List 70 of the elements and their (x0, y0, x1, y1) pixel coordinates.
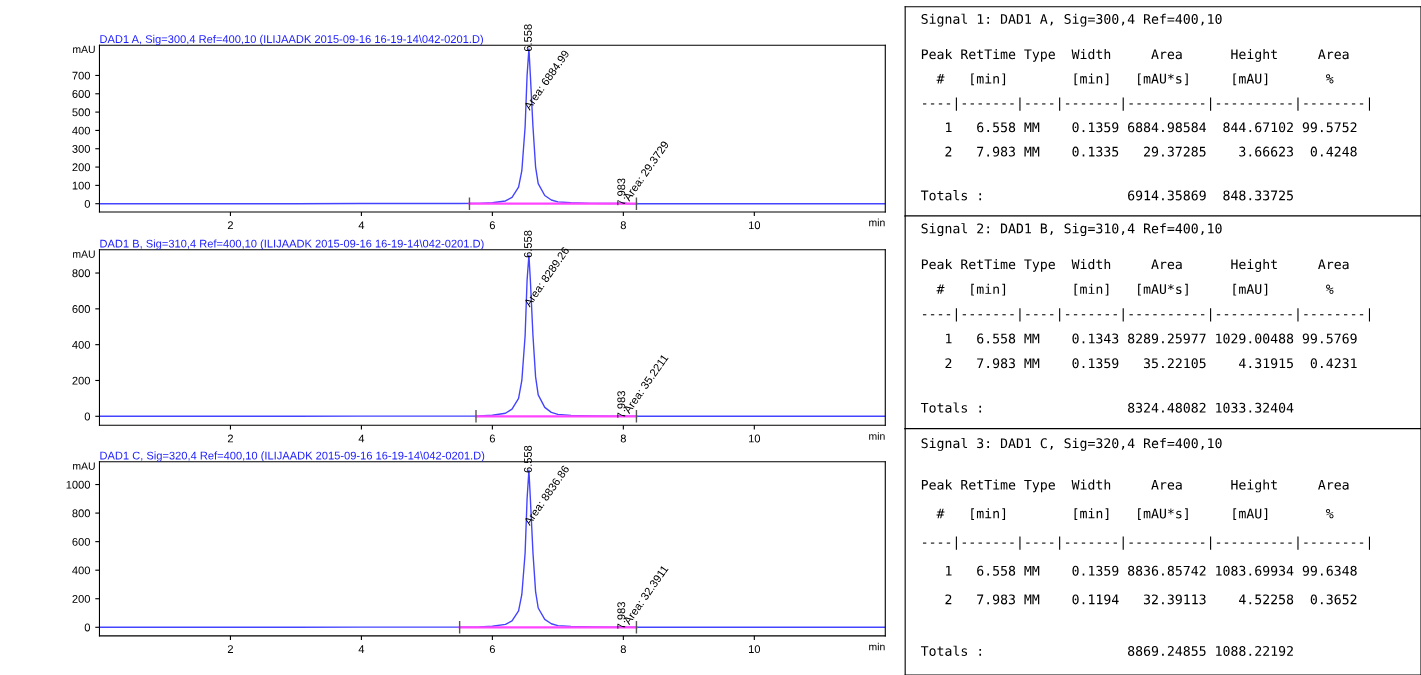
y-tick-label: 700 (72, 71, 91, 80)
annotation: 7.983 (617, 602, 626, 629)
text: Peak RetTime Type Width Area Height Area (921, 259, 1349, 272)
y-tick-label: 100 (72, 181, 91, 190)
text: Peak RetTime Type Width Area Height Area (921, 48, 1349, 62)
y-tick-label: 800 (72, 509, 91, 518)
text: Signal 1: DAD1 A, Sig=300,4 Ref=400,10 (921, 13, 1222, 27)
annotation: 6.558 (524, 445, 532, 473)
text: Totals : 6914.35869 848.33725 (920, 190, 1293, 201)
chart-title: DAD1 B, Sig=310,4 Ref=400,10 (ILIJAADK 2015-09-16 16-19-14\042-0201.D) (100, 239, 484, 250)
y-tick-label: 500 (72, 108, 91, 117)
x-tick-label: 4 (358, 221, 365, 230)
text: Signal 2: DAD1 B, Sig=310,4 Ref=400,10 (921, 223, 1222, 237)
y-tick-label: 0 (84, 623, 91, 632)
y-tick-label: 600 (72, 305, 91, 313)
text: # [min] [min] [mAU*s] [mAU] % (936, 73, 1334, 86)
text: ----|-------|----|-------|----------|----------|--------| (922, 308, 1371, 322)
y-tick-label: 400 (72, 566, 91, 575)
y-tick-label: 200 (72, 595, 91, 603)
y-tick-label: 1000 (66, 480, 91, 489)
x-tick-label: 4 (358, 434, 365, 443)
text: Totals : 8324.48082 1033.32404 (920, 402, 1294, 413)
y-tick-label: 200 (72, 376, 91, 385)
x-tick-label: 2 (227, 221, 233, 230)
y-tick-label: 600 (72, 90, 91, 98)
text: 1 6.558 MM 0.1343 8289.25977 1029.00488 99.5769 (946, 333, 1357, 344)
text: # [min] [min] [mAU*s] [mAU] % (936, 508, 1334, 520)
y-axis-title: mAU (73, 45, 95, 54)
text: Signal 3: DAD1 C, Sig=320,4 Ref=400,10 (921, 437, 1222, 451)
x-tick-label: 10 (748, 434, 761, 443)
y-tick-label: 200 (72, 163, 91, 172)
x-tick-label: 8 (620, 221, 626, 230)
text: 1 6.558 MM 0.1359 8836.85742 1083.69934 99.6348 (946, 565, 1357, 576)
x-tick-label: 10 (748, 645, 761, 654)
text: 2 7.983 MM 0.1359 35.22105 4.31915 0.4231 (945, 358, 1357, 369)
x-tick-label: 8 (620, 434, 626, 443)
y-tick-label: 600 (72, 537, 91, 546)
x-tick-label: 6 (489, 434, 495, 443)
y-tick-label: 800 (72, 269, 91, 278)
x-axis-title: min (869, 218, 885, 227)
x-tick-label: 6 (489, 221, 495, 230)
y-axis-title: mAU (73, 462, 95, 470)
y-tick-label: 400 (72, 340, 91, 349)
annotation: 6.558 (524, 24, 532, 52)
y-tick-label: 0 (84, 199, 91, 208)
x-tick-label: 10 (748, 221, 761, 230)
text: 2 7.983 MM 0.1194 32.39113 4.52258 0.3652 (945, 594, 1357, 605)
x-tick-label: 2 (227, 434, 233, 443)
text: Peak RetTime Type Width Area Height Area (921, 479, 1349, 493)
chart-title: DAD1 C, Sig=320,4 Ref=400,10 (ILIJAADK 2015-09-16 16-19-14\042-0201.D) (100, 451, 485, 462)
y-tick-label: 400 (72, 126, 91, 135)
x-axis-title: min (869, 432, 885, 440)
x-tick-label: 8 (620, 645, 626, 654)
text: 1 6.558 MM 0.1359 6884.98584 844.67102 99.5752 (946, 122, 1357, 133)
annotation: 7.983 (617, 391, 626, 418)
y-tick-label: 300 (72, 145, 91, 153)
y-axis-title: mAU (73, 250, 95, 258)
text: ----|-------|----|-------|----------|----------|--------| (922, 536, 1371, 550)
y-tick-label: 0 (84, 412, 91, 421)
x-tick-label: 4 (358, 645, 365, 653)
text: ----|-------|----|-------|----------|----------|--------| (922, 97, 1371, 111)
text: # [min] [min] [mAU*s] [mAU] % (936, 283, 1334, 296)
x-tick-label: 2 (227, 645, 233, 653)
x-tick-label: 6 (489, 645, 495, 654)
annotation: 6.558 (524, 230, 532, 258)
text: Totals : 8869.24855 1088.22192 (920, 645, 1293, 656)
text: 2 7.983 MM 0.1335 29.37285 3.66623 0.4248 (945, 146, 1357, 157)
x-axis-title: min (869, 642, 885, 651)
annotation: 7.983 (617, 178, 626, 206)
chart-title: DAD1 A, Sig=300,4 Ref=400,10 (ILIJAADK 2015-09-16 16-19-14\042-0201.D) (100, 34, 483, 46)
